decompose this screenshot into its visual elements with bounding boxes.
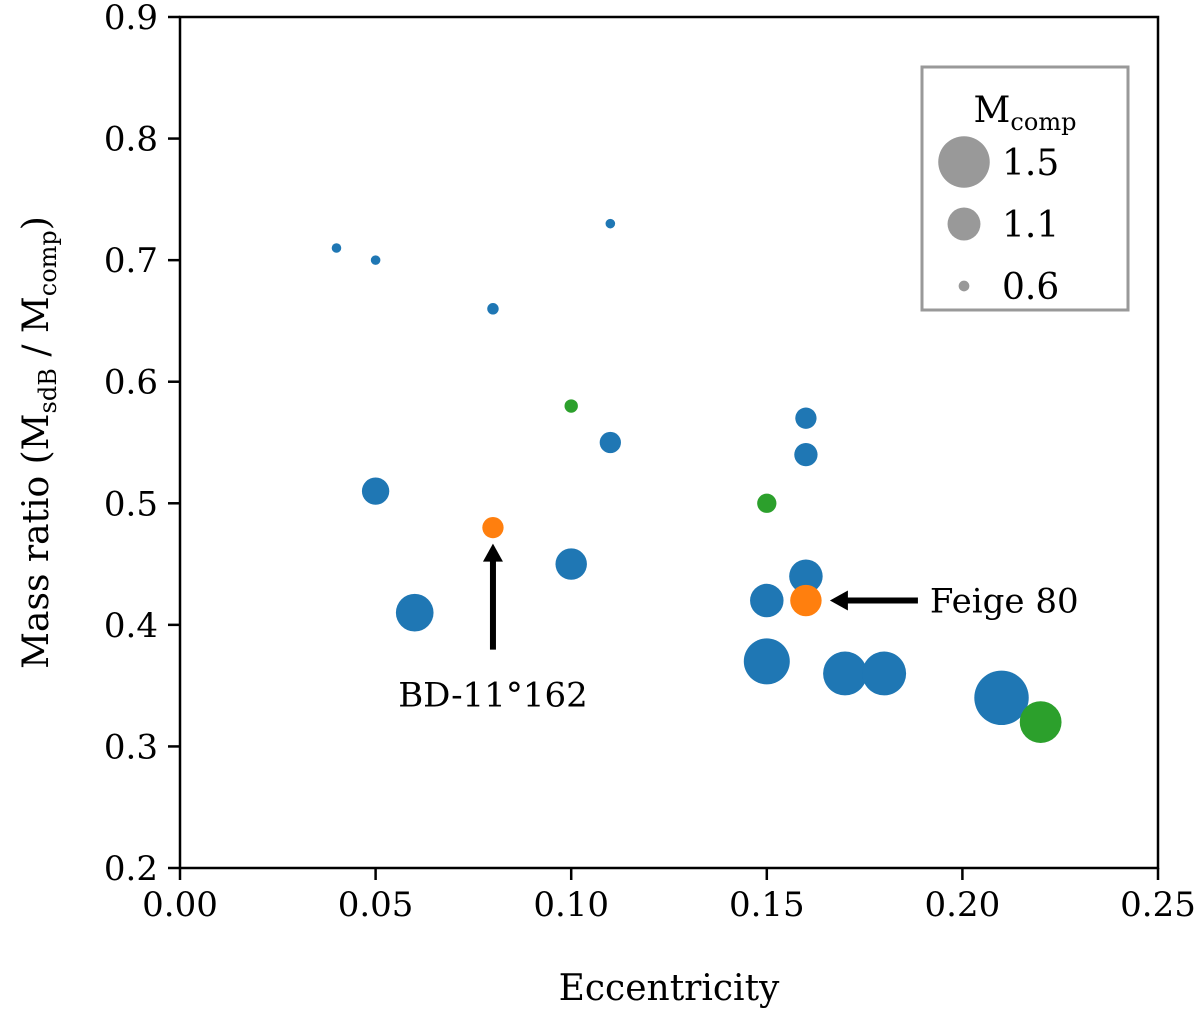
x-axis-label: Eccentricity	[559, 968, 780, 1009]
y-tick-label: 0.2	[104, 849, 158, 889]
data-point	[482, 516, 504, 539]
annotation-label: BD-11°162	[398, 676, 588, 716]
data-point	[790, 584, 822, 617]
data-point	[370, 255, 381, 265]
legend: Mcomp 1.5 1.1 0.6	[920, 65, 1130, 312]
y-tick-label: 0.3	[104, 727, 158, 767]
y-tick-label: 0.4	[104, 606, 158, 646]
axes: 0.00 0.05 0.10 0.15 0.20 0.25 0.2 0.3 0.4 0.5 0.6 0…	[104, 0, 1196, 925]
x-tick-label: 0.10	[533, 885, 609, 925]
data-point	[795, 407, 817, 429]
legend-box	[920, 65, 1130, 312]
x-tick-label: 0.25	[1120, 885, 1196, 925]
y-axis-label: Mass ratio (MsdB / Mcomp)	[16, 216, 62, 669]
data-point	[974, 670, 1029, 726]
legend-label: 1.5	[1002, 143, 1059, 184]
annotation-bd-11-162: BD-11°162	[398, 543, 588, 716]
data-point	[487, 303, 499, 315]
data-point	[794, 443, 818, 467]
legend-title: Mcomp	[974, 90, 1077, 136]
data-point	[361, 477, 390, 505]
y-tick-label: 0.8	[104, 120, 158, 160]
legend-marker	[958, 280, 970, 292]
data-point	[599, 431, 621, 454]
x-tick-label: 0.20	[925, 885, 1001, 925]
data-point	[789, 559, 823, 593]
plot-frame	[178, 15, 1160, 870]
x-tick-label: 0.05	[338, 885, 414, 925]
arrow-head	[482, 543, 503, 562]
y-tick-label: 0.9	[104, 0, 158, 38]
legend-marker	[947, 207, 981, 241]
x-tick-label: 0.00	[142, 885, 218, 925]
annotation-feige-80: Feige 80	[829, 582, 1079, 622]
data-point	[757, 493, 777, 513]
data-point	[555, 548, 587, 580]
y-tick-label: 0.5	[104, 484, 158, 524]
legend-label: 1.1	[1002, 205, 1059, 246]
data-point	[605, 218, 616, 229]
y-tick-label: 0.7	[104, 241, 158, 281]
data-point	[564, 399, 578, 413]
legend-marker	[938, 136, 990, 188]
legend-label: 0.6	[1002, 267, 1059, 308]
data-point	[1019, 701, 1062, 744]
data-point	[862, 651, 907, 696]
y-tick-label: 0.6	[104, 363, 158, 403]
data-point	[395, 593, 434, 632]
data-points	[331, 218, 1062, 744]
data-point	[823, 651, 867, 696]
data-point	[331, 243, 342, 253]
annotation-label: Feige 80	[930, 582, 1079, 622]
annotations: BD-11°162 Feige 80	[398, 543, 1079, 716]
data-point	[743, 638, 790, 685]
arrow-head	[829, 590, 848, 611]
data-point	[750, 583, 784, 618]
x-tick-label: 0.15	[729, 885, 805, 925]
